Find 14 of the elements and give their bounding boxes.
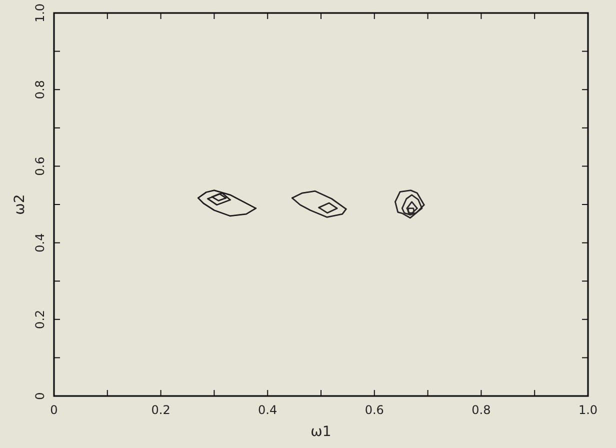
x-tick-label: 0 [50,403,58,417]
x-tick-label: 0.2 [151,403,170,417]
x-tick-label: 0.6 [364,403,384,417]
x-tick-label: 1.0 [578,403,598,417]
x-axis-title: ω1 [310,424,332,440]
y-tick-label: 0.6 [33,156,47,176]
y-tick-label: 0.2 [33,310,47,329]
y-axis-title: ω2 [12,194,28,215]
x-tick-label: 0.4 [258,403,278,417]
y-tick-label: 0.4 [33,233,47,252]
y-tick-label: 0.8 [33,80,47,100]
y-tick-label: 0 [33,392,47,400]
y-tick-label: 1.0 [33,3,47,23]
x-tick-label: 0.8 [472,403,491,417]
